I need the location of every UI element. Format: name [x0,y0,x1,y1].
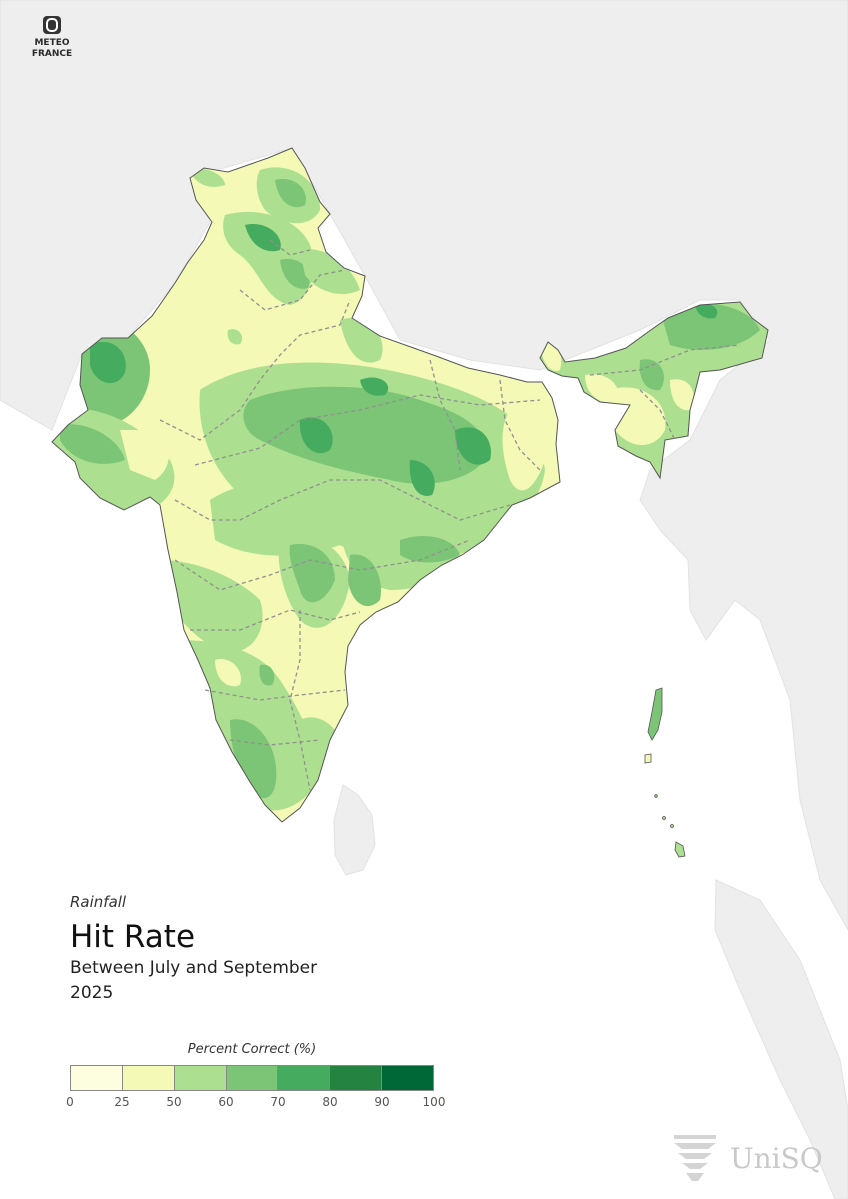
map-title: Hit Rate [70,919,196,955]
legend-swatch [226,1066,279,1090]
meteo-france-icon [43,16,61,34]
legend-tick-label: 90 [374,1095,390,1109]
map-titles: Rainfall Hit Rate Between July and Septe… [70,893,317,1005]
legend-tick-label: 80 [322,1095,338,1109]
legend-tick-label: 60 [218,1095,234,1109]
legend-tick-label: 70 [270,1095,286,1109]
unisq-name: UniSQ [730,1141,823,1175]
legend-tick-label: 50 [166,1095,182,1109]
unisq-logo-icon [674,1135,716,1181]
legend-swatch [278,1066,331,1090]
legend-swatch [122,1066,175,1090]
legend-color-bar [70,1065,434,1091]
legend-swatch [330,1066,383,1090]
legend-title: Percent Correct (%) [187,1042,317,1057]
legend-tick-label: 100 [422,1095,446,1109]
state-borders [159,239,741,791]
legend: Percent Correct (%) 0 25 50 60 70 80 90 100 [66,1042,445,1111]
variable-label: Rainfall [70,893,127,911]
legend-tick-label: 0 [66,1095,74,1109]
logo-line1: METEO [34,38,70,48]
subtitle-period: Between July and September [70,958,318,978]
logo-line2: FRANCE [31,49,73,59]
legend-tick-label: 25 [114,1095,130,1109]
andaman-nicobar-islands [644,687,686,858]
legend-ticks: 0 25 50 60 70 80 90 100 [66,1091,445,1111]
meteo-france-logo: METEO FRANCE [22,16,82,60]
legend-swatch [174,1066,227,1090]
legend-swatch [382,1066,434,1090]
legend-swatch [71,1066,123,1090]
subtitle-year: 2025 [70,983,114,1003]
unisq-logo: UniSQ [672,1133,823,1183]
